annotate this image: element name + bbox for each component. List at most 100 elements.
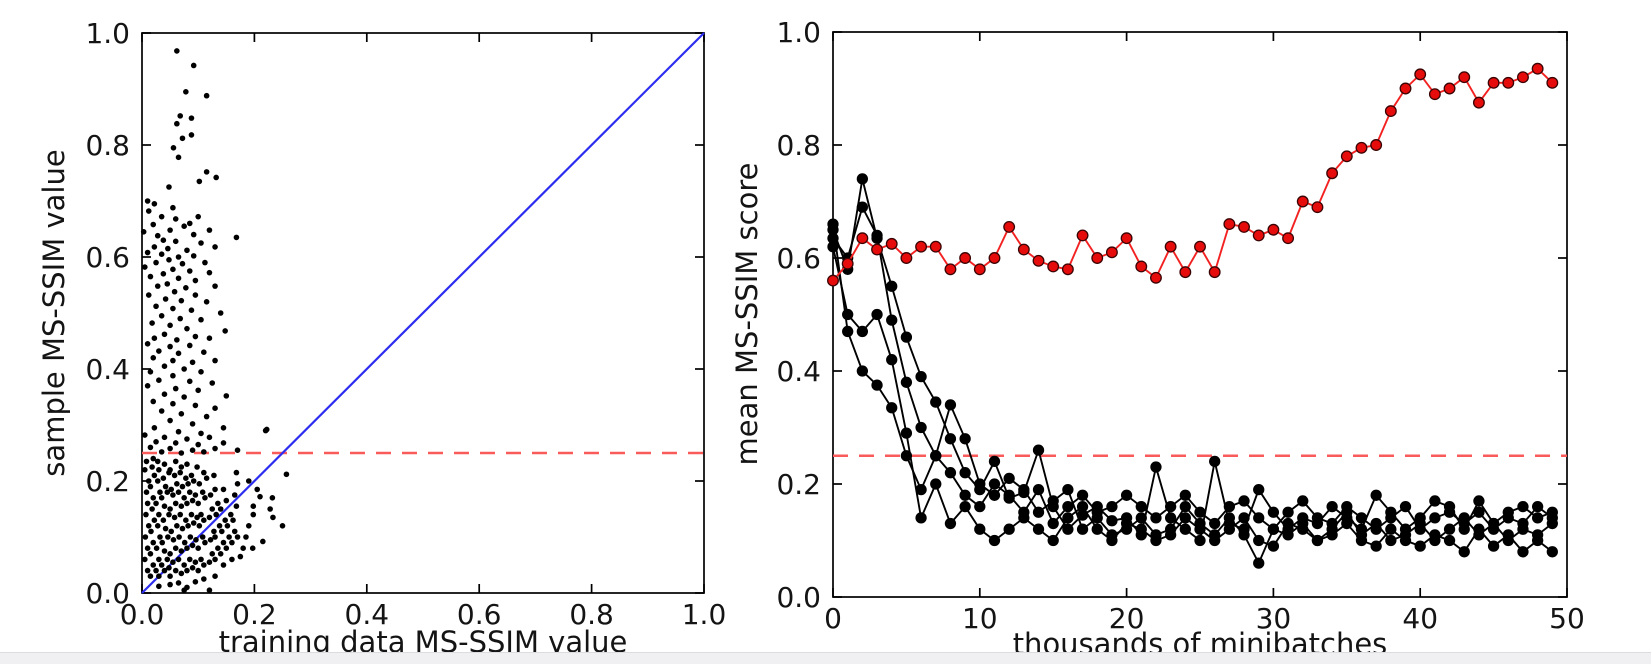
series-marker-black-run-4: [1120, 489, 1133, 501]
series-marker-black-run-3: [1443, 534, 1456, 547]
scatter-point: [189, 447, 196, 454]
scatter-point: [206, 559, 213, 565]
series-marker-black-run-1: [1517, 500, 1529, 513]
scatter-point: [147, 483, 154, 490]
scatter-point: [166, 257, 172, 263]
viewer-bottom-strip: [0, 652, 1651, 664]
scatter-point: [194, 464, 200, 470]
scatter-point: [257, 493, 263, 500]
series-marker-red-run: [1399, 82, 1412, 95]
series-marker-black-run-2: [1076, 523, 1089, 535]
scatter-point: [184, 461, 190, 468]
scatter-point: [166, 511, 172, 518]
scatter-point: [142, 467, 148, 473]
scatter-point: [206, 514, 213, 521]
y-tick-label: 0.0: [85, 577, 130, 610]
scatter-point: [172, 500, 179, 507]
scatter-point: [154, 478, 161, 484]
scatter-point: [186, 220, 193, 227]
series-marker-red-run: [1340, 150, 1353, 163]
series-marker-black-run-3: [1032, 523, 1045, 535]
y-tick-label: 0.0: [776, 581, 821, 614]
scatter-point: [150, 398, 157, 405]
series-marker-black-run-1: [915, 370, 927, 383]
series-marker-red-run: [1164, 240, 1177, 253]
scatter-point: [172, 567, 179, 574]
series-marker-black-run-4: [1385, 512, 1397, 524]
series-marker-black-run-4: [1106, 500, 1118, 513]
series-marker-red-run: [1546, 76, 1559, 89]
series-marker-black-run-4: [871, 379, 883, 391]
series-marker-red-run: [1267, 223, 1280, 236]
scatter-point: [188, 132, 195, 138]
series-marker-black-run-2: [1018, 483, 1030, 496]
scatter-point: [167, 581, 173, 588]
series-marker-black-run-4: [856, 365, 869, 377]
x-tick-label: 1.0: [682, 598, 727, 631]
series-marker-black-run-3: [1135, 523, 1147, 535]
scatter-point: [227, 511, 234, 518]
scatter-point: [147, 551, 154, 557]
series-marker-red-run: [944, 263, 957, 276]
scatter-point: [161, 503, 168, 510]
series-marker-black-run-3: [1341, 517, 1353, 530]
scatter-point: [209, 506, 216, 512]
scatter-point: [212, 244, 218, 250]
scatter-point: [279, 523, 286, 529]
scatter-point: [153, 439, 159, 445]
series-marker-black-run-1: [959, 467, 971, 479]
scatter-point: [192, 579, 199, 585]
series-marker-black-run-3: [1003, 523, 1015, 535]
series-marker-black-run-4: [900, 450, 913, 462]
scatter-point: [222, 328, 228, 334]
scatter-point: [184, 247, 190, 254]
series-marker-black-run-2: [1179, 500, 1191, 513]
x-tick-label: 0.2: [232, 598, 277, 631]
series-marker-black-run-4: [1267, 523, 1280, 535]
series-marker-red-run: [1120, 232, 1133, 245]
series-marker-black-run-4: [1487, 523, 1500, 535]
scatter-point: [223, 545, 230, 551]
series-marker-black-run-1: [856, 173, 869, 185]
series-marker-red-run: [1238, 220, 1250, 233]
y-tick-label: 0.6: [776, 242, 821, 275]
series-marker-red-run: [871, 243, 883, 256]
scatter-point: [175, 428, 182, 435]
scatter-point: [164, 489, 171, 496]
scatter-point: [172, 238, 179, 245]
scatter-point: [192, 402, 199, 409]
series-marker-black-run-3: [959, 500, 971, 513]
scatter-point: [161, 391, 168, 398]
scatter-point: [147, 573, 154, 579]
series-marker-red-run: [1003, 220, 1016, 233]
scatter-point: [212, 534, 218, 540]
series-marker-black-run-3: [1487, 540, 1500, 552]
scatter-point: [167, 506, 173, 512]
x-tick-label: 20: [1109, 602, 1145, 635]
series-marker-black-run-1: [1164, 512, 1177, 524]
scatter-point: [147, 369, 154, 375]
series-marker-red-run: [1282, 232, 1295, 245]
scatter-point: [183, 517, 189, 523]
series-marker-black-run-4: [1032, 483, 1045, 496]
scatter-point: [198, 316, 204, 323]
scatter-point: [229, 539, 235, 546]
series-marker-black-run-2: [1062, 483, 1074, 496]
scatter-point: [192, 292, 199, 298]
series-marker-black-run-1: [944, 433, 957, 445]
scatter-point: [249, 545, 256, 551]
series-marker-red-run: [1061, 263, 1074, 276]
series-marker-black-run-4: [1209, 517, 1221, 530]
series-marker-red-run: [959, 252, 972, 264]
series-marker-red-run: [1091, 252, 1104, 264]
scatter-point: [201, 517, 207, 523]
scatter-point: [186, 489, 193, 496]
scatter-point: [177, 469, 184, 476]
scatter-point: [178, 450, 185, 456]
series-marker-red-run: [1105, 246, 1118, 259]
scatter-point: [188, 307, 195, 314]
scatter-point: [181, 495, 187, 501]
x-tick-label: 0.6: [457, 598, 502, 631]
scatter-point: [212, 573, 218, 579]
scatter-point: [181, 562, 187, 568]
